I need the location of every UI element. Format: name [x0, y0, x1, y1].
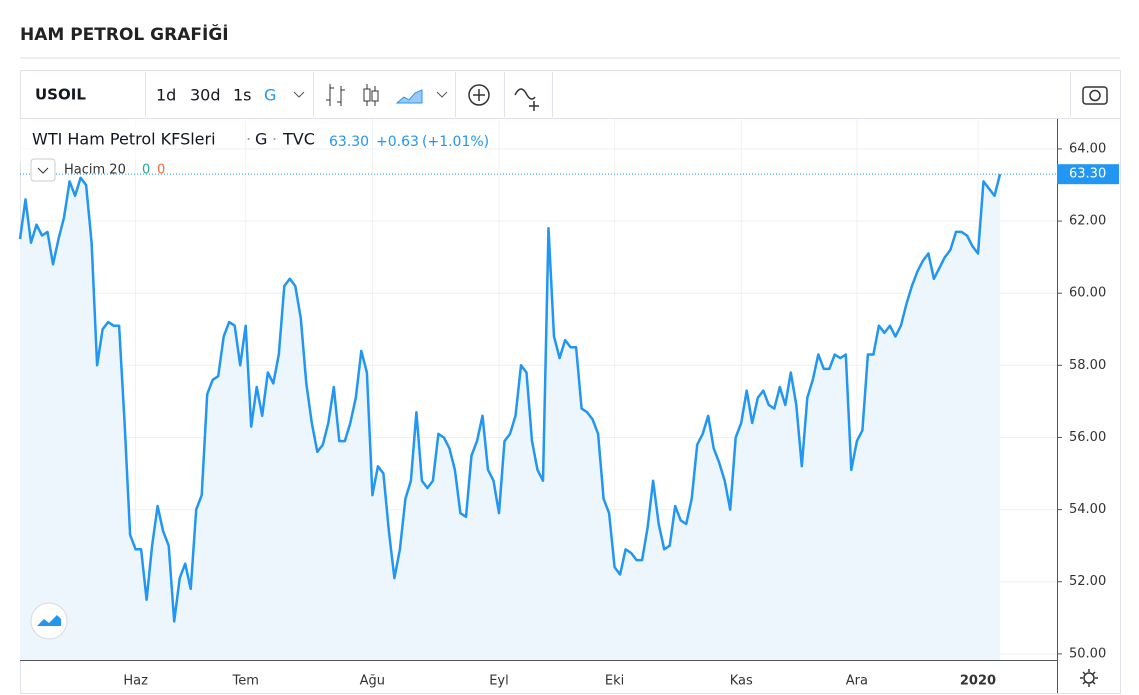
interval-button[interactable]: 30d: [190, 86, 221, 105]
legend-interval: G: [255, 130, 267, 149]
symbol[interactable]: USOIL: [35, 86, 86, 104]
price-tag-label: 63.30: [1069, 167, 1106, 182]
logo[interactable]: [30, 602, 68, 640]
camera-lens: [1089, 89, 1101, 102]
y-tick-label: 64.00: [1069, 141, 1106, 156]
dropdown-icon[interactable]: [436, 91, 448, 98]
y-tick-label: 60.00: [1069, 286, 1106, 301]
change-pct: (+1.01%): [422, 134, 489, 150]
x-tick-label: Ağu: [360, 674, 385, 689]
price: 63.30: [329, 134, 369, 150]
dot: ·: [272, 130, 277, 149]
x-tick-label: Ara: [846, 674, 868, 689]
instrument: WTI Ham Petrol KFSleri: [32, 130, 216, 149]
x-tick-label: Tem: [232, 674, 259, 689]
x-tick-label: Haz: [123, 674, 148, 689]
dot: ·: [246, 130, 251, 149]
y-tick-label: 62.00: [1069, 214, 1106, 229]
legend-bg: [20, 119, 160, 161]
interval-button[interactable]: 1d: [156, 86, 176, 105]
dropdown-icon[interactable]: [293, 91, 305, 98]
indicator-icon[interactable]: [468, 84, 490, 106]
price-line: [18, 173, 1002, 623]
y-tick-label: 58.00: [1069, 358, 1106, 373]
candle-body: [363, 88, 371, 102]
settings-rays: [1080, 669, 1098, 687]
volume-value: 0: [142, 163, 150, 178]
y-tick-label: 50.00: [1069, 646, 1106, 661]
camera-icon[interactable]: [1082, 86, 1108, 105]
bars-icon[interactable]: [326, 84, 345, 106]
area-fill: [20, 174, 1000, 660]
plot-area: [18, 119, 1057, 660]
y-tick-label: 52.00: [1069, 574, 1106, 589]
interval-button[interactable]: 1s: [233, 86, 252, 105]
source: TVC: [282, 130, 315, 149]
price-tag: [1057, 164, 1119, 185]
area-icon[interactable]: [395, 89, 423, 104]
logo-mark: [37, 615, 61, 626]
chevron: [37, 167, 49, 174]
y-tick-label: 54.00: [1069, 502, 1106, 517]
y-tick-label: 56.00: [1069, 430, 1106, 445]
x-tick-label: Kas: [730, 674, 753, 689]
interval-group: 1d 30d 1s G: [156, 86, 276, 105]
candle-body: [371, 90, 379, 102]
plus-icon: [473, 89, 485, 101]
x-tick-label: Eyl: [489, 674, 509, 689]
volume-value: 0: [157, 163, 165, 178]
collapse-button[interactable]: [30, 158, 56, 182]
change: +0.63: [376, 134, 419, 150]
interval-button[interactable]: G: [264, 86, 276, 105]
settings-icon[interactable]: [1083, 672, 1095, 684]
x-tick-label: 2020: [960, 674, 996, 689]
compare-icon[interactable]: [514, 88, 539, 111]
volume-label: Hacim 20: [64, 163, 126, 178]
page-title: HAM PETROL GRAFİĞİ: [20, 23, 229, 45]
x-tick-label: Eki: [605, 674, 624, 689]
